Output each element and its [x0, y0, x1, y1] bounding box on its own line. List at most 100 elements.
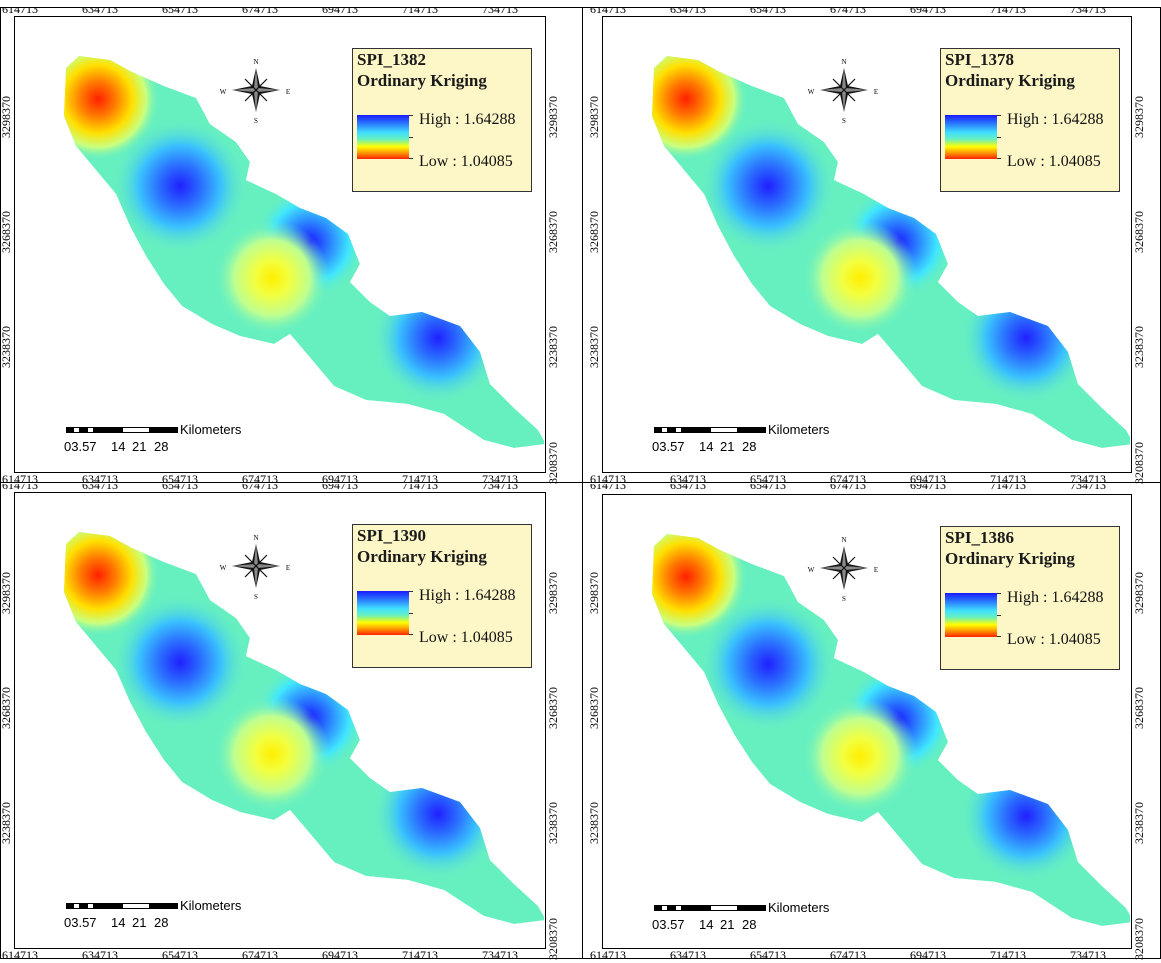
- scale-segment: [654, 905, 661, 911]
- ramp-tick: [409, 634, 413, 635]
- map-legend: SPI_1386 Ordinary Kriging High : 1.64288 Lo…: [940, 526, 1120, 670]
- legend-high-label: High : 1.64288: [1007, 111, 1104, 128]
- compass-letter: E: [874, 566, 878, 574]
- map-legend: SPI_1378 Ordinary Kriging High : 1.64288 Lo…: [940, 48, 1120, 192]
- scale-label: 21: [132, 439, 147, 454]
- scale-label: 28: [154, 915, 169, 930]
- y-tick-label-left: 3298370: [2, 572, 13, 614]
- x-tick-label-top: 634713: [670, 8, 706, 16]
- scale-label: 03.57: [64, 915, 97, 930]
- y-tick-label-right: 3238370: [546, 802, 560, 844]
- x-tick-label-top: 634713: [82, 8, 118, 16]
- scale-unit: Kilometers: [768, 422, 830, 437]
- x-tick-label-top: 714713: [990, 484, 1026, 492]
- north-arrow-icon: N S E W: [220, 58, 290, 125]
- legend-method: Ordinary Kriging: [357, 71, 487, 90]
- compass-letter: N: [841, 536, 846, 544]
- scale-segment: [66, 903, 73, 909]
- legend-title: SPI_1378: [945, 50, 1014, 69]
- scale-label: 03.57: [64, 439, 97, 454]
- interpolation-hotspot: [700, 596, 836, 732]
- ramp-tick: [997, 636, 1001, 637]
- scale-label: 03.57: [652, 917, 685, 932]
- y-tick-label-right: 3298370: [546, 572, 560, 614]
- x-tick-label-top: 634713: [82, 484, 118, 492]
- y-tick-label-right: 3298370: [546, 96, 560, 138]
- compass-letter: N: [253, 534, 258, 542]
- ramp-tick: [997, 615, 1001, 616]
- interpolation-hotspot: [112, 594, 248, 730]
- scale-segment: [73, 427, 80, 433]
- compass-letter: S: [254, 593, 258, 601]
- legend-high-label: High : 1.64288: [1007, 589, 1104, 606]
- scale-segment: [122, 427, 150, 433]
- y-tick-label-right: 3208370: [1132, 918, 1146, 960]
- x-tick-label-top: 674713: [830, 8, 866, 16]
- interpolation-hotspot: [700, 118, 836, 254]
- x-tick-label-top: 674713: [830, 484, 866, 492]
- y-tick-label-left: 3268370: [587, 211, 601, 253]
- north-arrow-icon: N S E W: [220, 534, 290, 601]
- ramp-tick: [409, 591, 413, 592]
- x-tick-label-bottom: 674713: [242, 472, 278, 486]
- scale-segment: [87, 427, 94, 433]
- x-tick-label-bottom: 674713: [830, 948, 866, 962]
- y-tick-label-left: 3298370: [587, 96, 601, 138]
- y-tick-label-left: 3238370: [587, 326, 601, 368]
- x-tick-label-top: 694713: [322, 484, 358, 492]
- ramp-tick: [997, 137, 1001, 138]
- x-tick-label-top: 614713: [590, 484, 626, 492]
- compass-letter: S: [842, 595, 846, 603]
- map-legend: SPI_1382 Ordinary Kriging High : 1.64288 Lo…: [352, 48, 532, 192]
- scale-segment: [87, 903, 94, 909]
- map-panel: N S E W SPI_1386 Ordinary Kriging High : 1.642…: [584, 484, 1161, 963]
- legend-low-label: Low : 1.04085: [1007, 153, 1101, 170]
- scale-segment: [80, 427, 87, 433]
- y-tick-label-left: 3298370: [587, 572, 601, 614]
- compass-letter: E: [874, 88, 878, 96]
- x-tick-label-bottom: 654713: [750, 948, 786, 962]
- y-tick-label-left: 3268370: [587, 687, 601, 729]
- x-tick-label-bottom: 734713: [1070, 472, 1106, 486]
- ramp-tick: [409, 137, 413, 138]
- x-tick-label-bottom: 734713: [482, 472, 518, 486]
- x-tick-label-bottom: 674713: [242, 948, 278, 962]
- scale-label: 28: [742, 439, 757, 454]
- legend-low-label: Low : 1.04085: [419, 629, 513, 646]
- x-tick-label-top: 714713: [402, 8, 438, 16]
- x-tick-label-top: 694713: [910, 484, 946, 492]
- compass-letter: W: [808, 88, 815, 96]
- x-tick-label-bottom: 714713: [402, 948, 438, 962]
- x-tick-label-top: 694713: [322, 8, 358, 16]
- kriging-map: N S E W: [64, 56, 544, 448]
- scale-segment: [675, 905, 682, 911]
- x-tick-label-top: 674713: [242, 484, 278, 492]
- color-ramp: [357, 591, 409, 635]
- x-tick-label-top: 734713: [1070, 484, 1106, 492]
- scale-segment: [94, 903, 122, 909]
- grid-line-center: [582, 7, 583, 959]
- compass-letter: S: [254, 117, 258, 125]
- scale-segment: [738, 905, 766, 911]
- scale-label: 21: [132, 915, 147, 930]
- x-tick-label-bottom: 694713: [322, 472, 358, 486]
- x-tick-label-top: 634713: [670, 484, 706, 492]
- interpolation-hotspot: [372, 272, 504, 404]
- scale-segment: [73, 903, 80, 909]
- scale-label: 14: [111, 439, 126, 454]
- y-tick-label-left: 3268370: [2, 211, 13, 253]
- x-tick-label-bottom: 674713: [830, 472, 866, 486]
- x-tick-label-bottom: 634713: [670, 948, 706, 962]
- legend-method: Ordinary Kriging: [945, 71, 1075, 90]
- legend-high-label: High : 1.64288: [419, 111, 516, 128]
- ramp-tick: [409, 158, 413, 159]
- scale-segment: [661, 905, 668, 911]
- ramp-tick: [409, 115, 413, 116]
- x-tick-label-bottom: 634713: [82, 948, 118, 962]
- compass-letter: W: [808, 566, 815, 574]
- y-tick-label-left: 3298370: [2, 96, 13, 138]
- scale-segment: [710, 905, 738, 911]
- scale-unit: Kilometers: [768, 900, 830, 915]
- map-frame: [602, 16, 1132, 473]
- x-tick-label-bottom: 654713: [162, 948, 198, 962]
